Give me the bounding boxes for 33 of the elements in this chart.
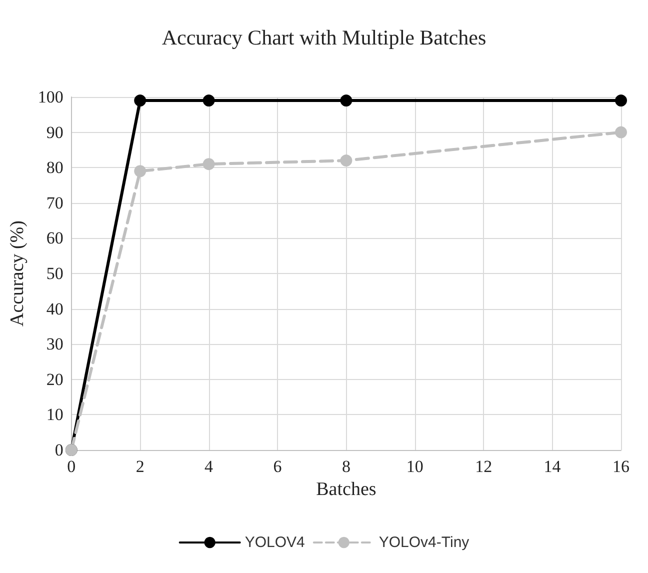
x-tick-label: 6 — [273, 457, 282, 476]
x-tick-label: 14 — [544, 457, 562, 476]
y-tick-label: 80 — [46, 158, 64, 178]
y-tick-label: 0 — [54, 440, 64, 460]
point — [134, 94, 146, 107]
x-tick-label: 4 — [204, 457, 214, 476]
y-tick-label: 50 — [46, 264, 64, 283]
y-tick-label: 70 — [46, 193, 64, 212]
point — [340, 154, 352, 167]
point — [615, 126, 627, 138]
point — [615, 94, 627, 107]
x-tick-label: 12 — [475, 457, 492, 476]
y-tick-label: 40 — [46, 299, 64, 318]
x-tick-label: 8 — [342, 457, 350, 476]
x-axis-title: Batches — [316, 478, 376, 500]
legend-label: YOLOv4-Tiny — [378, 534, 470, 551]
chart-title: Accuracy Chart with Multiple Batches — [162, 26, 486, 50]
y-tick-label: 100 — [38, 88, 64, 106]
y-tick-label: 90 — [46, 122, 64, 142]
y-tick-label: 10 — [46, 405, 64, 424]
point — [340, 94, 352, 107]
point — [202, 94, 215, 107]
legend-label: YOLOV4 — [244, 534, 305, 551]
x-tick-label: 16 — [612, 457, 630, 476]
x-tick-label: 10 — [406, 457, 424, 476]
y-tick-label: 20 — [46, 370, 64, 389]
point — [202, 158, 215, 170]
y-tick-label: 30 — [46, 334, 64, 354]
y-axis-title: Accuracy (%) — [7, 220, 28, 327]
y-tick-label: 60 — [46, 228, 64, 248]
x-tick-label: 0 — [67, 457, 76, 476]
x-tick-label: 2 — [136, 457, 144, 476]
point — [134, 165, 146, 178]
